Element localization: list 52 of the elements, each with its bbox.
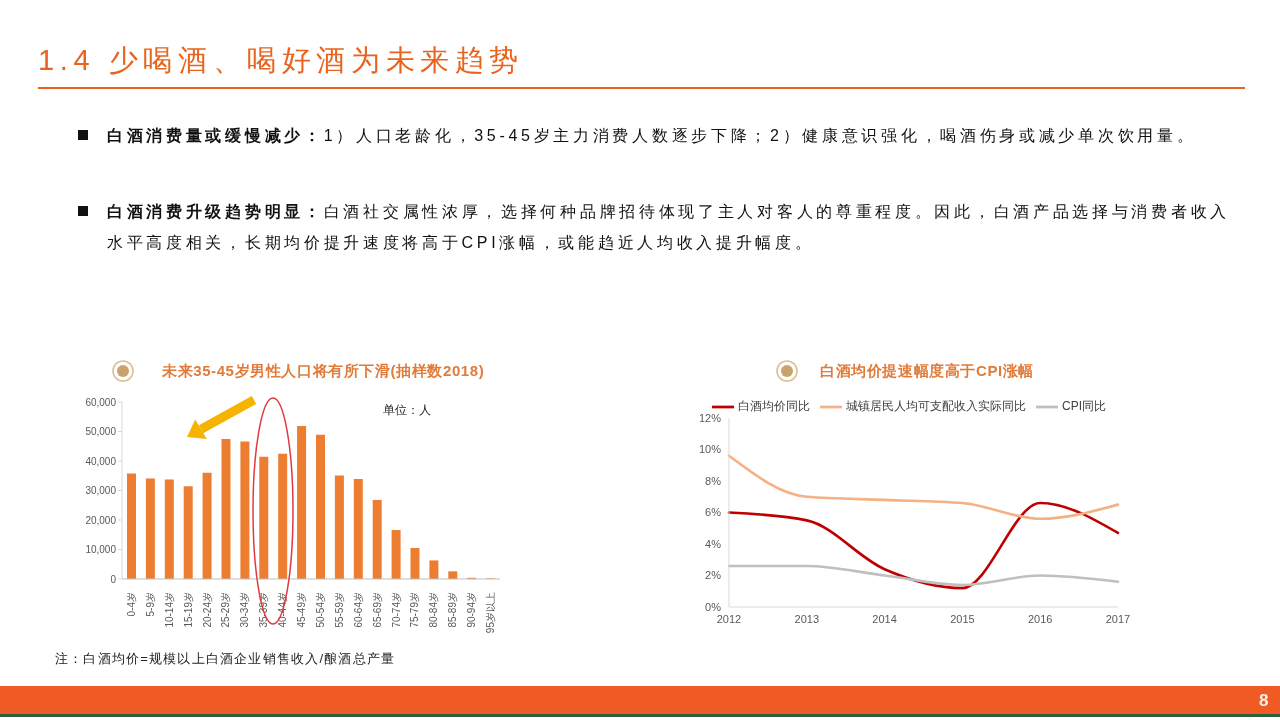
legend-label: 城镇居民人均可支配收入实际同比 (846, 399, 1026, 414)
legend-label: 白酒均价同比 (738, 399, 810, 414)
x-tick-label: 2013 (794, 612, 820, 625)
y-tick-label: 12% (698, 411, 722, 424)
text: 注：白酒均价=规模以上白酒企业销售收入/酿酒总产量 (55, 651, 396, 666)
text: 1）人口老龄化，35-45岁主力消费人数逐步下降；2）健康意识强化，喝酒伤身或减少单次饮用量。 (323, 127, 1197, 144)
chart-title: 白酒均价提速幅度高于CPI涨幅 (820, 362, 1035, 379)
x-tick-label: 30-34岁 (239, 592, 251, 628)
x-tick-label: 35-39岁 (258, 592, 270, 628)
text: 8 (1259, 691, 1269, 710)
annotation: 单位：人 (383, 403, 431, 417)
x-tick-label: 25-29岁 (220, 592, 232, 628)
x-tick-label: 2016 (1027, 612, 1053, 625)
y-tick-label: 2% (705, 569, 722, 582)
x-tick-label: 2015 (950, 612, 975, 625)
x-tick-label: 40-44岁 (277, 592, 289, 628)
chart-title: 未来35-45岁男性人口将有所下滑(抽样数2018) (162, 362, 485, 379)
legend-label: CPI同比 (1062, 399, 1107, 414)
x-tick-label: 55-59岁 (333, 592, 345, 628)
y-tick-label: 40,000 (85, 455, 117, 467)
x-tick-label: 65-69岁 (371, 592, 383, 628)
x-tick-label: 95岁以上 (485, 592, 497, 634)
y-tick-label: 30,000 (85, 485, 117, 497)
x-tick-label: 15-19岁 (182, 592, 194, 628)
x-tick-label: 90-94岁 (466, 592, 478, 628)
x-tick-label: 70-74岁 (390, 592, 402, 628)
x-tick-label: 2017 (1105, 612, 1131, 625)
x-tick-label: 2014 (872, 612, 897, 625)
x-tick-label: 80-84岁 (428, 592, 440, 628)
y-tick-label: 6% (705, 506, 722, 519)
text: 1.4 少喝酒、喝好酒为未来趋势 (38, 44, 524, 76)
y-tick-label: 60,000 (85, 396, 117, 408)
y-tick-label: 0 (110, 573, 117, 585)
x-tick-label: 2012 (716, 612, 742, 625)
y-tick-label: 4% (705, 537, 722, 550)
text: 白酒消费升级趋势明显： (107, 203, 324, 220)
y-tick-label: 10,000 (85, 544, 117, 556)
x-tick-label: 60-64岁 (352, 592, 364, 628)
x-tick-label: 20-24岁 (201, 592, 213, 628)
y-tick-label: 50,000 (85, 426, 117, 438)
x-tick-label: 10-14岁 (163, 592, 175, 628)
x-tick-label: 0-4岁 (125, 592, 137, 617)
x-tick-label: 5-9岁 (144, 592, 156, 617)
text: 白酒消费量或缓慢减少： (107, 127, 324, 144)
y-tick-label: 10% (698, 443, 722, 456)
x-tick-label: 75-79岁 (409, 592, 421, 628)
y-tick-label: 0% (705, 600, 722, 613)
x-tick-label: 45-49岁 (296, 592, 308, 628)
y-tick-label: 8% (705, 474, 722, 487)
x-tick-label: 50-54岁 (314, 592, 326, 628)
y-tick-label: 20,000 (85, 514, 117, 526)
x-tick-label: 85-89岁 (447, 592, 459, 628)
